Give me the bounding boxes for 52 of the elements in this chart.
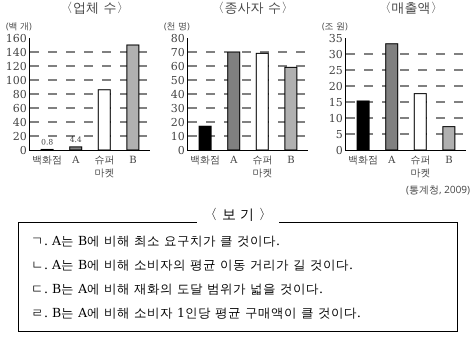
y-tick-label: 25 [328, 64, 343, 77]
y-tick-label: 20 [328, 80, 343, 93]
y-tick-label: 80 [170, 32, 185, 45]
y-tick-label: 10 [328, 112, 343, 125]
x-tick-label: A [229, 155, 238, 166]
y-axis-title: (조 원) [322, 19, 348, 32]
y-tick-label: 40 [12, 116, 27, 129]
text: 〈 보 기 〉 [197, 207, 279, 223]
y-tick-label: 160 [6, 32, 27, 45]
y-tick-label: 35 [328, 32, 343, 45]
y-tick-label: 50 [170, 74, 185, 87]
x-tick-label: 백화점 [32, 155, 62, 166]
y-tick-label: 5 [336, 128, 343, 141]
y-tick-label: 30 [170, 102, 185, 115]
y-tick-label: 60 [170, 60, 185, 73]
y-tick-label: 0 [336, 144, 343, 157]
text: (통계청, 2009) [406, 182, 470, 196]
text: ㄷ. B는 A에 비해 재화의 도달 범위가 넓을 것이다. [31, 280, 324, 298]
x-tick-label: 백화점 [348, 155, 378, 166]
data-label: 0.8 [41, 138, 54, 147]
chart-title: 〈매출액〉 [378, 1, 444, 16]
chart-title: 〈종사자 수〉 [212, 1, 294, 16]
y-axis-title: (천 명) [164, 19, 190, 32]
x-tick-label: 슈퍼 마켓 [252, 155, 272, 179]
y-axis-title: (백 개) [6, 19, 32, 32]
x-tick-label: 슈퍼 마켓 [410, 155, 430, 179]
y-tick-label: 40 [170, 88, 185, 101]
y-tick-label: 70 [170, 46, 185, 59]
y-tick-label: 120 [6, 60, 27, 73]
x-tick-label: A [71, 155, 80, 166]
text: ㄴ. A는 B에 비해 소비자의 평균 이동 거리가 길 것이다. [31, 256, 354, 274]
y-tick-label: 10 [170, 130, 185, 143]
y-tick-label: 100 [6, 74, 27, 87]
x-tick-label: 슈퍼 마켓 [94, 155, 114, 179]
x-tick-label: B [287, 155, 295, 166]
y-tick-label: 0 [20, 144, 27, 157]
y-tick-label: 15 [328, 96, 343, 109]
y-tick-label: 60 [12, 102, 27, 115]
data-label: 4.4 [70, 135, 82, 144]
y-tick-label: 20 [12, 130, 27, 143]
y-tick-label: 140 [6, 46, 27, 59]
x-tick-label: B [445, 155, 453, 166]
y-tick-label: 30 [328, 48, 343, 61]
chart-title: 〈업체 수〉 [60, 1, 130, 16]
x-tick-label: B [129, 155, 137, 166]
y-tick-label: 80 [12, 88, 27, 101]
x-tick-label: 백화점 [190, 155, 220, 166]
text: ㄱ. A는 B에 비해 최소 요구치가 클 것이다. [31, 232, 281, 250]
y-tick-label: 20 [170, 116, 185, 129]
text: ㄹ. B는 A에 비해 소비자 1인당 평균 구매액이 클 것이다. [31, 304, 362, 322]
y-tick-label: 0 [178, 144, 185, 157]
x-tick-label: A [387, 155, 396, 166]
